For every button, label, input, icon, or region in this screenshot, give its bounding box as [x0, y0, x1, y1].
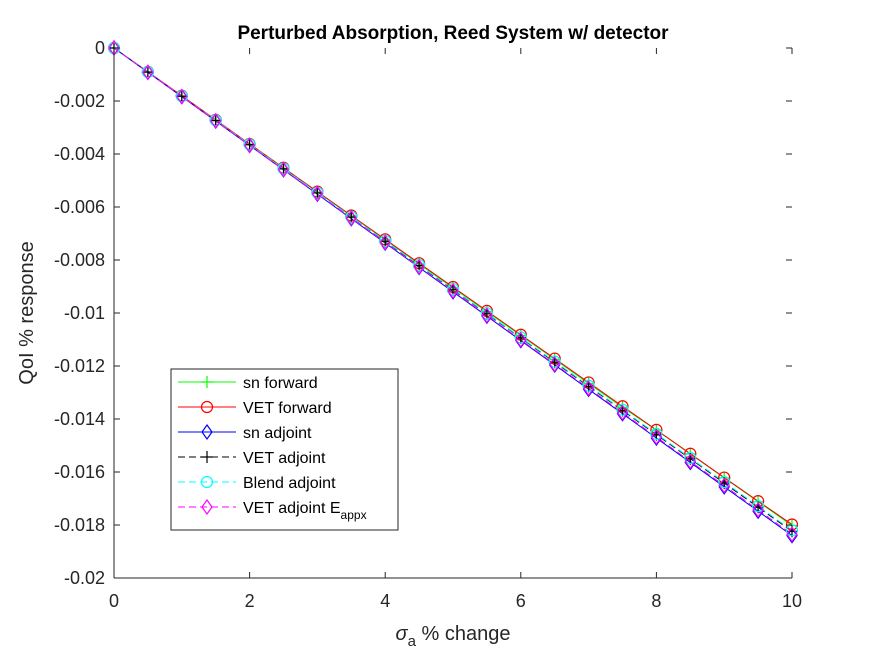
- x-tick-label: 4: [380, 591, 390, 611]
- legend-label: VET adjoint Eappx: [243, 500, 367, 522]
- y-tick-label: -0.002: [54, 91, 105, 111]
- data-point: [650, 430, 663, 447]
- data-point: [515, 331, 527, 348]
- y-tick-label: -0.02: [64, 568, 105, 588]
- data-point: [752, 501, 764, 518]
- x-tick-label: 8: [651, 591, 661, 611]
- data-point: [752, 503, 764, 520]
- x-tick-label: 6: [516, 591, 526, 611]
- legend-marker: [201, 498, 213, 516]
- y-tick-label: -0.012: [54, 356, 105, 376]
- data-point: [718, 478, 730, 495]
- data-point: [481, 307, 493, 324]
- data-point: [684, 454, 697, 471]
- legend-label: sn forward: [243, 375, 318, 392]
- data-point: [684, 451, 697, 465]
- y-axis-label: QoI % response: [16, 241, 38, 384]
- series-line: [113, 47, 793, 535]
- legend-label: Blend adjoint: [243, 475, 336, 492]
- y-tick-label: 0: [95, 38, 105, 58]
- x-tick-label: 0: [109, 591, 119, 611]
- legend-marker: [201, 423, 213, 441]
- y-tick-label: -0.01: [64, 303, 105, 323]
- data-point: [277, 161, 290, 178]
- chart-title: Perturbed Absorption, Reed System w/ det…: [237, 23, 669, 44]
- data-point: [718, 475, 731, 489]
- data-point: [616, 403, 629, 416]
- data-point: [582, 380, 595, 397]
- legend-label: VET forward: [243, 400, 332, 417]
- data-point: [616, 405, 629, 422]
- data-point: [751, 500, 765, 513]
- y-axis-ticks: 0 -0.002 -0.004 -0.006 -0.008 -0.01 -0.012 -0.0…: [54, 38, 792, 588]
- y-tick-label: -0.018: [54, 515, 105, 535]
- y-tick-label: -0.004: [54, 144, 105, 164]
- y-tick-label: -0.006: [54, 197, 105, 217]
- data-point: [548, 355, 561, 368]
- data-point: [142, 64, 154, 81]
- data-point: [548, 356, 561, 373]
- data-point: [243, 137, 256, 154]
- x-tick-label: 2: [245, 591, 255, 611]
- data-point: [650, 428, 663, 446]
- data-point: [209, 114, 222, 127]
- data-point: [718, 477, 730, 494]
- data-point: [447, 282, 459, 300]
- series-line: [113, 47, 793, 531]
- legend-marker: [200, 475, 214, 489]
- data-point: [582, 379, 595, 392]
- x-tick-label: 10: [782, 591, 802, 611]
- legend-label: sn adjoint: [243, 425, 312, 442]
- data-point: [786, 526, 798, 543]
- data-point: [413, 258, 425, 275]
- data-point: [141, 66, 154, 79]
- legend-marker: [201, 451, 213, 463]
- x-axis-ticks: 0 2 4 6 8 10: [109, 48, 802, 611]
- legend-label: VET adjoint: [243, 450, 326, 467]
- legend: sn forward VET forward sn adjoint VET adjoi…: [170, 368, 399, 531]
- data-point: [616, 404, 629, 421]
- y-tick-label: -0.014: [54, 409, 105, 429]
- legend-marker: [201, 376, 213, 388]
- data-point: [345, 210, 358, 227]
- y-tick-label: -0.016: [54, 462, 105, 482]
- x-axis-label: σa % change: [396, 623, 511, 650]
- data-point: [379, 234, 391, 251]
- data-point: [684, 453, 697, 470]
- data-point: [311, 185, 324, 202]
- data-point: [650, 427, 663, 440]
- data-point: [209, 112, 222, 129]
- data-point: [176, 88, 188, 105]
- y-tick-label: -0.008: [54, 250, 105, 270]
- data-point: [175, 90, 188, 103]
- legend-marker: [200, 400, 214, 414]
- data-point: [786, 527, 798, 544]
